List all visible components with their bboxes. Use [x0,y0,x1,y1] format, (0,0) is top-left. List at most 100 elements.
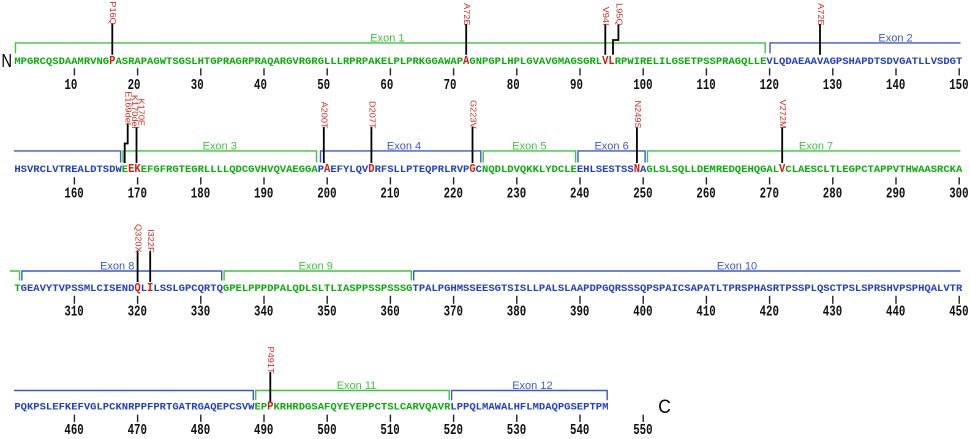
svg-text:Exon 7: Exon 7 [799,141,833,153]
svg-text:K170E,: K170E, [137,98,146,128]
svg-text:A: A [324,162,331,176]
svg-text:230: 230 [507,186,526,202]
svg-text:Exon 1: Exon 1 [370,33,404,45]
svg-text:70: 70 [444,78,457,94]
svg-text:480: 480 [191,423,210,434]
svg-text:40: 40 [254,78,267,94]
svg-text:EFGFRGTEGRLLLLQDCGVHVQVAEGGA: EFGFRGTEGRLLLLQDCGVHVQVAEGGA [141,164,319,176]
svg-text:210: 210 [380,186,399,202]
svg-text:100: 100 [633,78,652,94]
svg-text:N249S: N249S [633,101,642,129]
svg-text:240: 240 [570,186,589,202]
svg-text:490: 490 [254,423,273,434]
svg-text:GLSLSQLLDEMREDQEHQGAL: GLSLSQLLDEMREDQEHQGAL [646,164,779,176]
svg-text:RFSLLPTEQPRLRVP: RFSLLPTEQPRLRVP [375,164,470,176]
svg-text:520: 520 [444,423,463,434]
svg-text:170: 170 [128,186,147,202]
svg-text:470: 470 [128,423,147,434]
svg-text:310: 310 [64,305,83,321]
svg-text:20: 20 [128,78,141,94]
svg-text:530: 530 [507,423,526,434]
svg-text:540: 540 [570,423,589,434]
svg-text:HSVRCLVTREALDTSDW: HSVRCLVTREALDTSDW [14,164,122,176]
svg-text:Exon 10: Exon 10 [717,261,757,273]
svg-text:N: N [634,162,640,176]
svg-text:C: C [476,164,483,176]
svg-text:340: 340 [254,305,273,321]
svg-text:Exon 8: Exon 8 [100,261,134,273]
svg-text:T: T [14,283,20,295]
svg-text:Exon 5: Exon 5 [512,141,546,153]
svg-text:10: 10 [64,78,77,94]
svg-text:N: N [1,51,12,72]
svg-text:I322F: I322F [146,229,155,252]
svg-text:D207T: D207T [367,101,376,129]
svg-text:300: 300 [949,186,968,202]
svg-text:EFYLQV: EFYLQV [330,164,369,176]
svg-text:A: A [640,164,647,176]
svg-text:V: V [779,162,786,176]
svg-text:L95Q: L95Q [614,3,623,26]
svg-text:390: 390 [570,305,589,321]
svg-text:Exon 12: Exon 12 [512,380,552,392]
svg-text:290: 290 [886,186,905,202]
svg-text:KRHRDGSAFQYEYEPPCTSLCARVQAVR: KRHRDGSAFQYEYEPPCTSLCARVQAVR [273,401,451,413]
svg-text:400: 400 [633,305,652,321]
svg-text:V94I: V94I [601,7,610,26]
svg-text:CLAESCLTLEGPCTAPPVTHWAASRCKA: CLAESCLTLEGPCTAPPVTHWAASRCKA [785,164,963,176]
svg-text:500: 500 [317,423,336,434]
svg-text:360: 360 [380,305,399,321]
svg-text:VL: VL [602,54,615,68]
svg-text:V272M: V272M [778,100,787,129]
svg-text:60: 60 [380,78,393,94]
svg-text:110: 110 [696,78,715,94]
svg-text:120: 120 [760,78,779,94]
svg-text:Exon 2: Exon 2 [878,33,912,45]
svg-text:Exon 4: Exon 4 [387,141,421,153]
svg-text:Exon 9: Exon 9 [299,261,333,273]
svg-text:A72E: A72E [816,3,825,26]
svg-text:P: P [109,54,115,68]
svg-text:130: 130 [823,78,842,94]
svg-text:Exon 3: Exon 3 [203,141,237,153]
svg-text:TPALPGHMSSEESGTSISLLPALSLAAPDP: TPALPGHMSSEESGTSISLLPALSLAAPDPGQRSSSQPSP… [413,283,964,295]
svg-text:190: 190 [254,186,273,202]
svg-text:I: I [147,281,153,295]
svg-text:ASRAPAGWTSGSLHTGPRAGRPRAQARGVR: ASRAPAGWTSGSLHTGPRAGRPRAQARGVRGRGLLLRPRP… [115,56,463,68]
svg-text:P16Q: P16Q [108,1,117,25]
svg-text:280: 280 [823,186,842,202]
svg-text:Q: Q [134,281,140,295]
svg-text:330: 330 [191,305,210,321]
svg-text:320: 320 [128,305,147,321]
svg-text:90: 90 [570,78,583,94]
svg-text:NQDLDVQKKLYDCLE: NQDLDVQKKLYDCLE [482,164,577,176]
svg-text:EP: EP [255,401,268,413]
svg-text:A: A [463,54,470,68]
svg-text:GEAVYTVPSSMLCISEND: GEAVYTVPSSMLCISEND [21,283,135,295]
svg-text:250: 250 [633,186,652,202]
svg-text:Exon 11: Exon 11 [337,380,377,392]
svg-text:460: 460 [64,423,83,434]
svg-text:D: D [368,162,374,176]
svg-text:EK: EK [128,162,141,176]
svg-text:270: 270 [760,186,779,202]
svg-text:140: 140 [886,78,905,94]
svg-text:G223V: G223V [469,100,478,129]
svg-text:EHLSESTSS: EHLSESTSS [577,164,634,176]
svg-text:50: 50 [317,78,330,94]
svg-text:Exon 6: Exon 6 [594,141,628,153]
svg-text:P491T: P491T [266,347,275,374]
svg-text:RPWIRELILGSETPSSPRAGQLLE: RPWIRELILGSETPSSPRAGQLLE [615,56,767,68]
svg-text:K170del: K170del [130,95,139,129]
svg-text:30: 30 [191,78,204,94]
svg-text:E169del: E169del [124,91,133,125]
svg-text:380: 380 [507,305,526,321]
svg-text:G: G [469,162,475,176]
svg-text:440: 440 [886,305,905,321]
svg-text:GPELPPPDPALQDLSLTLIASPPSSPSSSG: GPELPPPDPALQDLSLTLIASPPSSPSSSG [223,283,413,295]
svg-text:A72E: A72E [462,3,471,26]
svg-text:MPGRCQSDAAMRVNG: MPGRCQSDAAMRVNG [14,56,109,68]
svg-text:410: 410 [696,305,715,321]
svg-text:Q320X: Q320X [134,224,143,253]
svg-text:260: 260 [696,186,715,202]
